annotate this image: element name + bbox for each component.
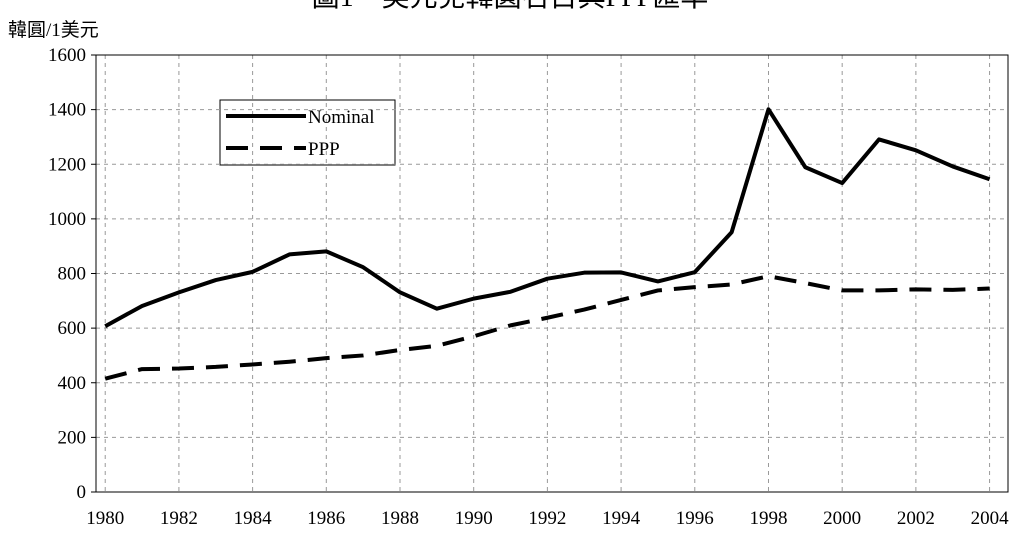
y-tick-label: 400 [58, 373, 87, 394]
x-tick-label: 1990 [455, 508, 493, 529]
y-tick-label: 1200 [48, 154, 86, 175]
x-tick-label: 1994 [602, 508, 641, 529]
line-series [104, 107, 991, 328]
x-tick-label: 1984 [234, 508, 273, 529]
x-tick-label: 1986 [307, 508, 345, 529]
x-tick-label: 2004 [971, 508, 1010, 529]
y-axis-label: 韓圓/1美元 [8, 19, 99, 41]
y-tick-label: 1400 [48, 100, 86, 121]
x-tick-label: 1980 [86, 508, 124, 529]
y-tick-label: 200 [58, 427, 87, 448]
y-tick-label: 600 [58, 318, 87, 339]
chart-title: 圖1 美元兌韓圓名目與PPP匯率 [312, 0, 709, 13]
y-tick-label: 1600 [48, 45, 86, 66]
legend-label: PPP [308, 139, 340, 160]
x-tick-label: 1998 [749, 508, 787, 529]
x-tick-label: 1996 [676, 508, 714, 529]
x-tick-label: 2002 [897, 508, 935, 529]
y-tick-label: 800 [58, 264, 87, 285]
x-tick-label: 1988 [381, 508, 419, 529]
line-series [104, 274, 990, 381]
y-tick-label: 1000 [48, 209, 86, 230]
x-tick-label: 1992 [528, 508, 566, 529]
x-tick-label: 1982 [160, 508, 198, 529]
legend-box [219, 99, 396, 166]
plot-frame [95, 54, 1009, 493]
legend-label: Nominal [308, 107, 375, 128]
y-tick-label: 0 [77, 482, 87, 503]
x-tick-label: 2000 [823, 508, 861, 529]
